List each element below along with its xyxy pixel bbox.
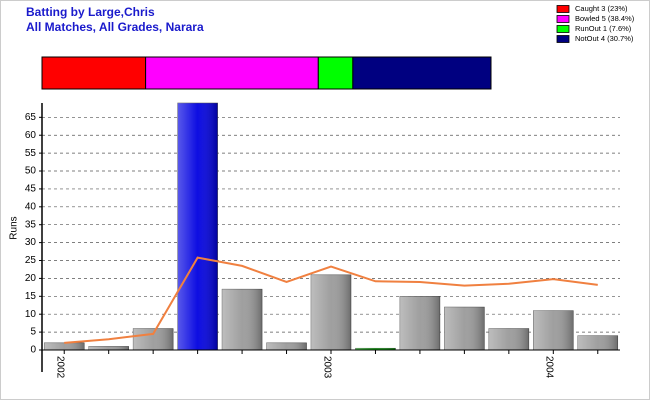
legend-label: NotOut 4 (30.7%) (575, 34, 634, 43)
y-tick-label: 35 (25, 219, 37, 230)
bar-shade (355, 348, 396, 350)
y-axis-label: Runs (9, 216, 20, 239)
y-tick-label: 60 (25, 130, 37, 141)
bar-shade (222, 289, 263, 350)
bar-shade (399, 296, 440, 350)
bar-shade (310, 274, 352, 350)
y-tick-label: 55 (25, 148, 37, 159)
bar-shade (577, 335, 618, 350)
y-tick-label: 10 (25, 309, 37, 320)
bar-shade (44, 342, 85, 350)
average-line (64, 256, 598, 344)
legend-swatch (556, 5, 570, 13)
x-tick-label: 2003 (321, 356, 332, 379)
bar-shade (444, 307, 485, 350)
proportion-segment (41, 56, 147, 90)
y-tick-label: 15 (25, 291, 37, 302)
x-tick-label: 2004 (544, 356, 555, 379)
legend-label: Bowled 5 (38.4%) (575, 14, 635, 23)
bar-shade (88, 346, 129, 350)
y-tick-label: 5 (30, 327, 36, 338)
legend-label: RunOut 1 (7.6%) (575, 24, 632, 33)
bar-shade (266, 342, 307, 350)
proportion-segment (145, 56, 319, 90)
x-tick-label: 2002 (55, 356, 66, 379)
y-tick-label: 0 (30, 345, 36, 356)
legend-swatch (556, 15, 570, 23)
y-tick-label: 40 (25, 201, 37, 212)
y-tick-label: 65 (25, 112, 37, 123)
proportion-segment (317, 56, 354, 90)
bar-shade (177, 103, 218, 350)
y-tick-label: 25 (25, 255, 37, 266)
legend-swatch (556, 35, 570, 43)
y-tick-label: 50 (25, 166, 37, 177)
bar-shade (133, 328, 174, 350)
legend-label: Caught 3 (23%) (575, 4, 628, 13)
bar-shade (533, 310, 574, 350)
chart-subtitle: All Matches, All Grades, Narara (26, 20, 204, 34)
chart-title: Batting by Large,Chris (26, 5, 155, 19)
y-tick-label: 30 (25, 237, 37, 248)
y-tick-label: 45 (25, 184, 37, 195)
legend-swatch (556, 25, 570, 33)
bar-shade (488, 328, 529, 350)
proportion-segment (352, 56, 492, 90)
y-tick-label: 20 (25, 273, 37, 284)
